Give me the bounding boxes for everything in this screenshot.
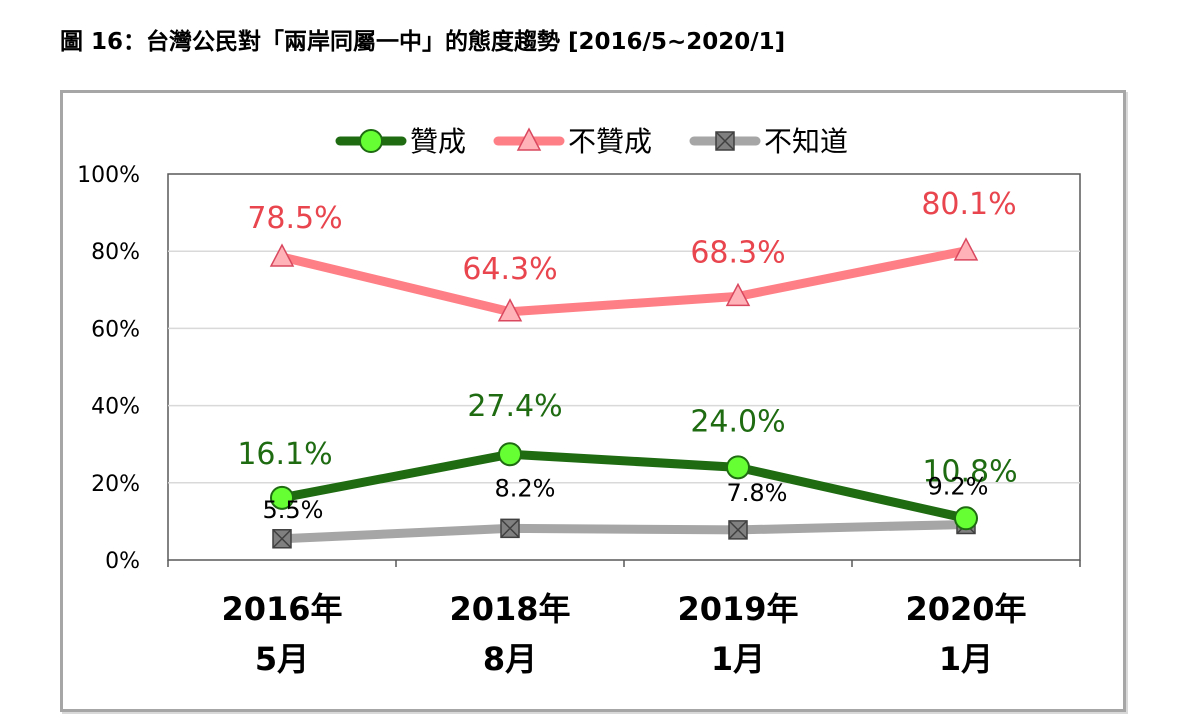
legend: 贊成 不贊成 不知道 xyxy=(335,125,848,158)
marker-cross xyxy=(715,131,735,151)
data-point xyxy=(497,298,523,322)
x-tick-label-year: 2019年 xyxy=(677,590,798,628)
series-layer xyxy=(269,237,979,549)
data-point xyxy=(500,518,520,539)
label-layer: 16.1% 27.4% 24.0% 10.8% 78.5% 64.3% 68.3% 80.1%… xyxy=(237,187,1017,524)
data-point xyxy=(269,243,295,267)
x-tick-label-year: 2016年 xyxy=(221,590,342,628)
x-tick-label-year: 2018年 xyxy=(449,590,570,628)
legend-label: 贊成 xyxy=(410,125,466,158)
y-tick-label: 80% xyxy=(91,240,140,265)
legend-marker xyxy=(516,127,542,151)
x-tick-label-month: 1月 xyxy=(711,640,765,678)
x-tick-label-month: 1月 xyxy=(939,640,993,678)
y-tick-label: 100% xyxy=(77,163,140,188)
data-point xyxy=(728,520,748,540)
legend-marker xyxy=(715,131,735,151)
axis-layer: 0% 20% 40% 60% 80% 100% 2016年 5月 2018年 8月 2019年 1月 2… xyxy=(77,163,1081,678)
legend-label: 不贊成 xyxy=(568,125,652,158)
data-label: 8.2% xyxy=(495,474,556,502)
legend-item: 不贊成 xyxy=(493,125,652,158)
data-point xyxy=(953,237,979,261)
series-line-2 xyxy=(277,519,971,544)
legend-item: 不知道 xyxy=(689,125,848,158)
data-label: 7.8% xyxy=(727,479,788,507)
data-label: 27.4% xyxy=(467,389,562,424)
data-point xyxy=(270,485,294,510)
data-label: 24.0% xyxy=(690,404,785,439)
plot-area xyxy=(167,173,1081,561)
data-point xyxy=(272,529,292,549)
data-label: 16.1% xyxy=(237,437,332,472)
y-tick-label: 0% xyxy=(105,549,140,574)
data-point xyxy=(498,442,522,467)
data-label: 68.3% xyxy=(690,235,785,270)
data-label: 78.5% xyxy=(247,201,342,236)
marker-cross xyxy=(500,518,520,538)
marker-cross xyxy=(728,520,748,540)
legend-label: 不知道 xyxy=(764,125,848,158)
data-point xyxy=(726,455,750,480)
marker-cross xyxy=(272,529,292,549)
data-point xyxy=(954,506,978,531)
y-tick-label: 60% xyxy=(91,317,140,342)
y-tick-label: 40% xyxy=(91,395,140,420)
series-line-1 xyxy=(277,246,971,317)
data-label: 64.3% xyxy=(462,252,557,287)
data-label: 80.1% xyxy=(921,187,1016,222)
figure-title: 圖 16：台灣公民對「兩岸同屬一中」的態度趨勢 [2016/5~2020/1] xyxy=(60,29,786,55)
data-point xyxy=(725,282,751,307)
y-tick-label: 20% xyxy=(91,472,140,497)
grid-layer xyxy=(167,173,1081,561)
x-tick-label-month: 8月 xyxy=(483,640,537,678)
data-label: 5.5% xyxy=(263,496,324,524)
data-label: 9.2% xyxy=(928,472,989,500)
legend-marker xyxy=(359,129,383,153)
legend-item: 贊成 xyxy=(335,125,466,158)
data-label: 10.8% xyxy=(922,454,1017,489)
x-tick-label-month: 5月 xyxy=(255,640,309,678)
x-tick-label-year: 2020年 xyxy=(905,590,1026,628)
series-line-0 xyxy=(277,449,971,523)
